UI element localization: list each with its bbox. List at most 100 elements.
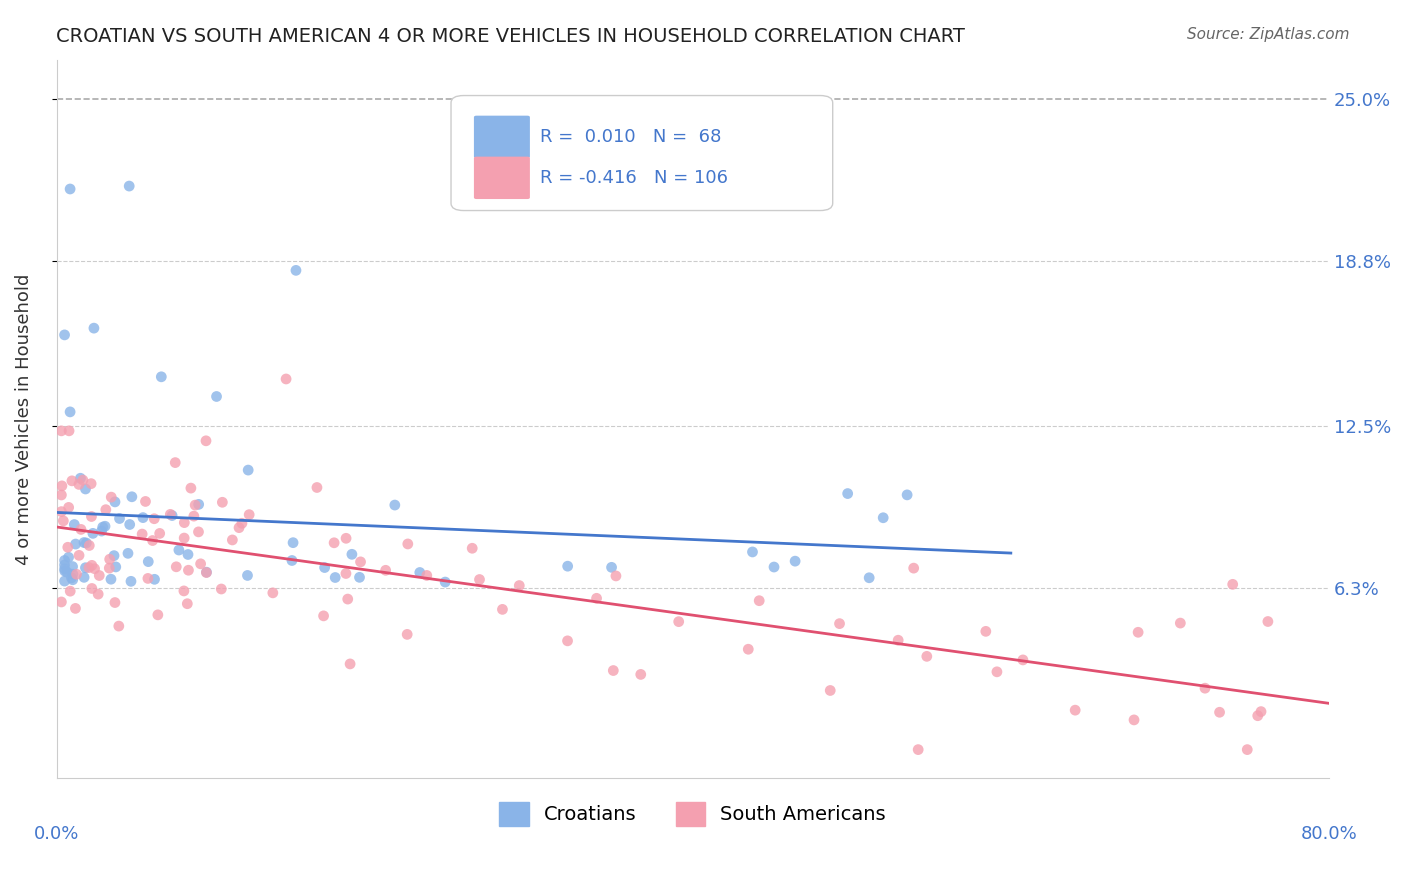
Point [91,520,114,534]
Y-axis label: 4 or more Vehicles in Household: 4 or more Vehicles in Household [15,273,32,565]
Point [602,664,624,678]
Point [62,567,84,582]
Point [349,555,371,569]
Point [108,619,131,633]
Point [461,541,484,556]
Point [1170,616,1192,631]
Legend: Croatians, South Americans: Croatians, South Americans [492,794,894,833]
Point [173,531,195,545]
Point [209,582,232,596]
Point [75,536,97,550]
FancyBboxPatch shape [474,157,530,199]
Point [118,179,141,194]
Point [108,511,131,525]
Point [51,595,73,609]
Point [87,587,110,601]
Point [1257,615,1279,629]
Point [53,574,76,588]
Point [58,424,80,438]
FancyBboxPatch shape [474,116,530,158]
Point [51,488,73,502]
Point [557,559,579,574]
Point [340,547,363,561]
Point [396,627,419,641]
Point [1222,577,1244,591]
Point [785,554,807,568]
Point [184,498,207,512]
Point [187,524,209,539]
Point [1064,703,1087,717]
Point [896,488,918,502]
Point [59,584,82,599]
Point [77,560,100,574]
Point [62,573,84,587]
Point [748,593,770,607]
Point [668,615,690,629]
Point [59,182,82,196]
Point [73,570,96,584]
Point [557,633,579,648]
Point [58,500,80,515]
Point [177,548,200,562]
Point [104,596,127,610]
Point [903,561,925,575]
Point [136,571,159,585]
Point [67,477,90,491]
Point [104,560,127,574]
Point [274,372,297,386]
Point [165,456,187,470]
Point [605,569,627,583]
Point [65,601,87,615]
Point [100,490,122,504]
Point [142,533,165,548]
Point [121,490,143,504]
Point [80,582,103,596]
Point [349,570,371,584]
Point [173,516,195,530]
Point [228,521,250,535]
Point [60,571,83,585]
Point [131,527,153,541]
Point [190,557,212,571]
Point [335,531,357,545]
Point [134,494,156,508]
Point [59,405,82,419]
Point [1250,705,1272,719]
Point [336,592,359,607]
Point [585,591,607,606]
Point [56,541,79,555]
Point [177,563,200,577]
Point [396,537,419,551]
Text: R =  0.010   N =  68: R = 0.010 N = 68 [540,128,721,145]
Point [75,560,97,574]
Point [159,508,181,522]
Point [205,389,228,403]
Point [335,566,357,581]
Point [165,559,187,574]
Point [160,508,183,523]
Point [741,545,763,559]
Point [173,583,195,598]
Point [1194,681,1216,696]
Point [80,558,103,573]
Point [1208,705,1230,719]
Point [79,539,101,553]
Point [118,517,141,532]
Text: 80.0%: 80.0% [1301,825,1357,844]
Point [231,516,253,531]
Text: CROATIAN VS SOUTH AMERICAN 4 OR MORE VEHICLES IN HOUSEHOLD CORRELATION CHART: CROATIAN VS SOUTH AMERICAN 4 OR MORE VEH… [56,27,965,45]
Point [737,642,759,657]
Point [98,561,121,575]
Point [150,369,173,384]
Point [94,502,117,516]
Point [75,482,97,496]
Point [281,553,304,567]
Point [374,563,396,577]
Point [51,479,73,493]
Point [149,526,172,541]
Point [65,567,87,582]
Point [80,509,103,524]
FancyBboxPatch shape [451,95,832,211]
Point [80,476,103,491]
Point [195,434,218,448]
